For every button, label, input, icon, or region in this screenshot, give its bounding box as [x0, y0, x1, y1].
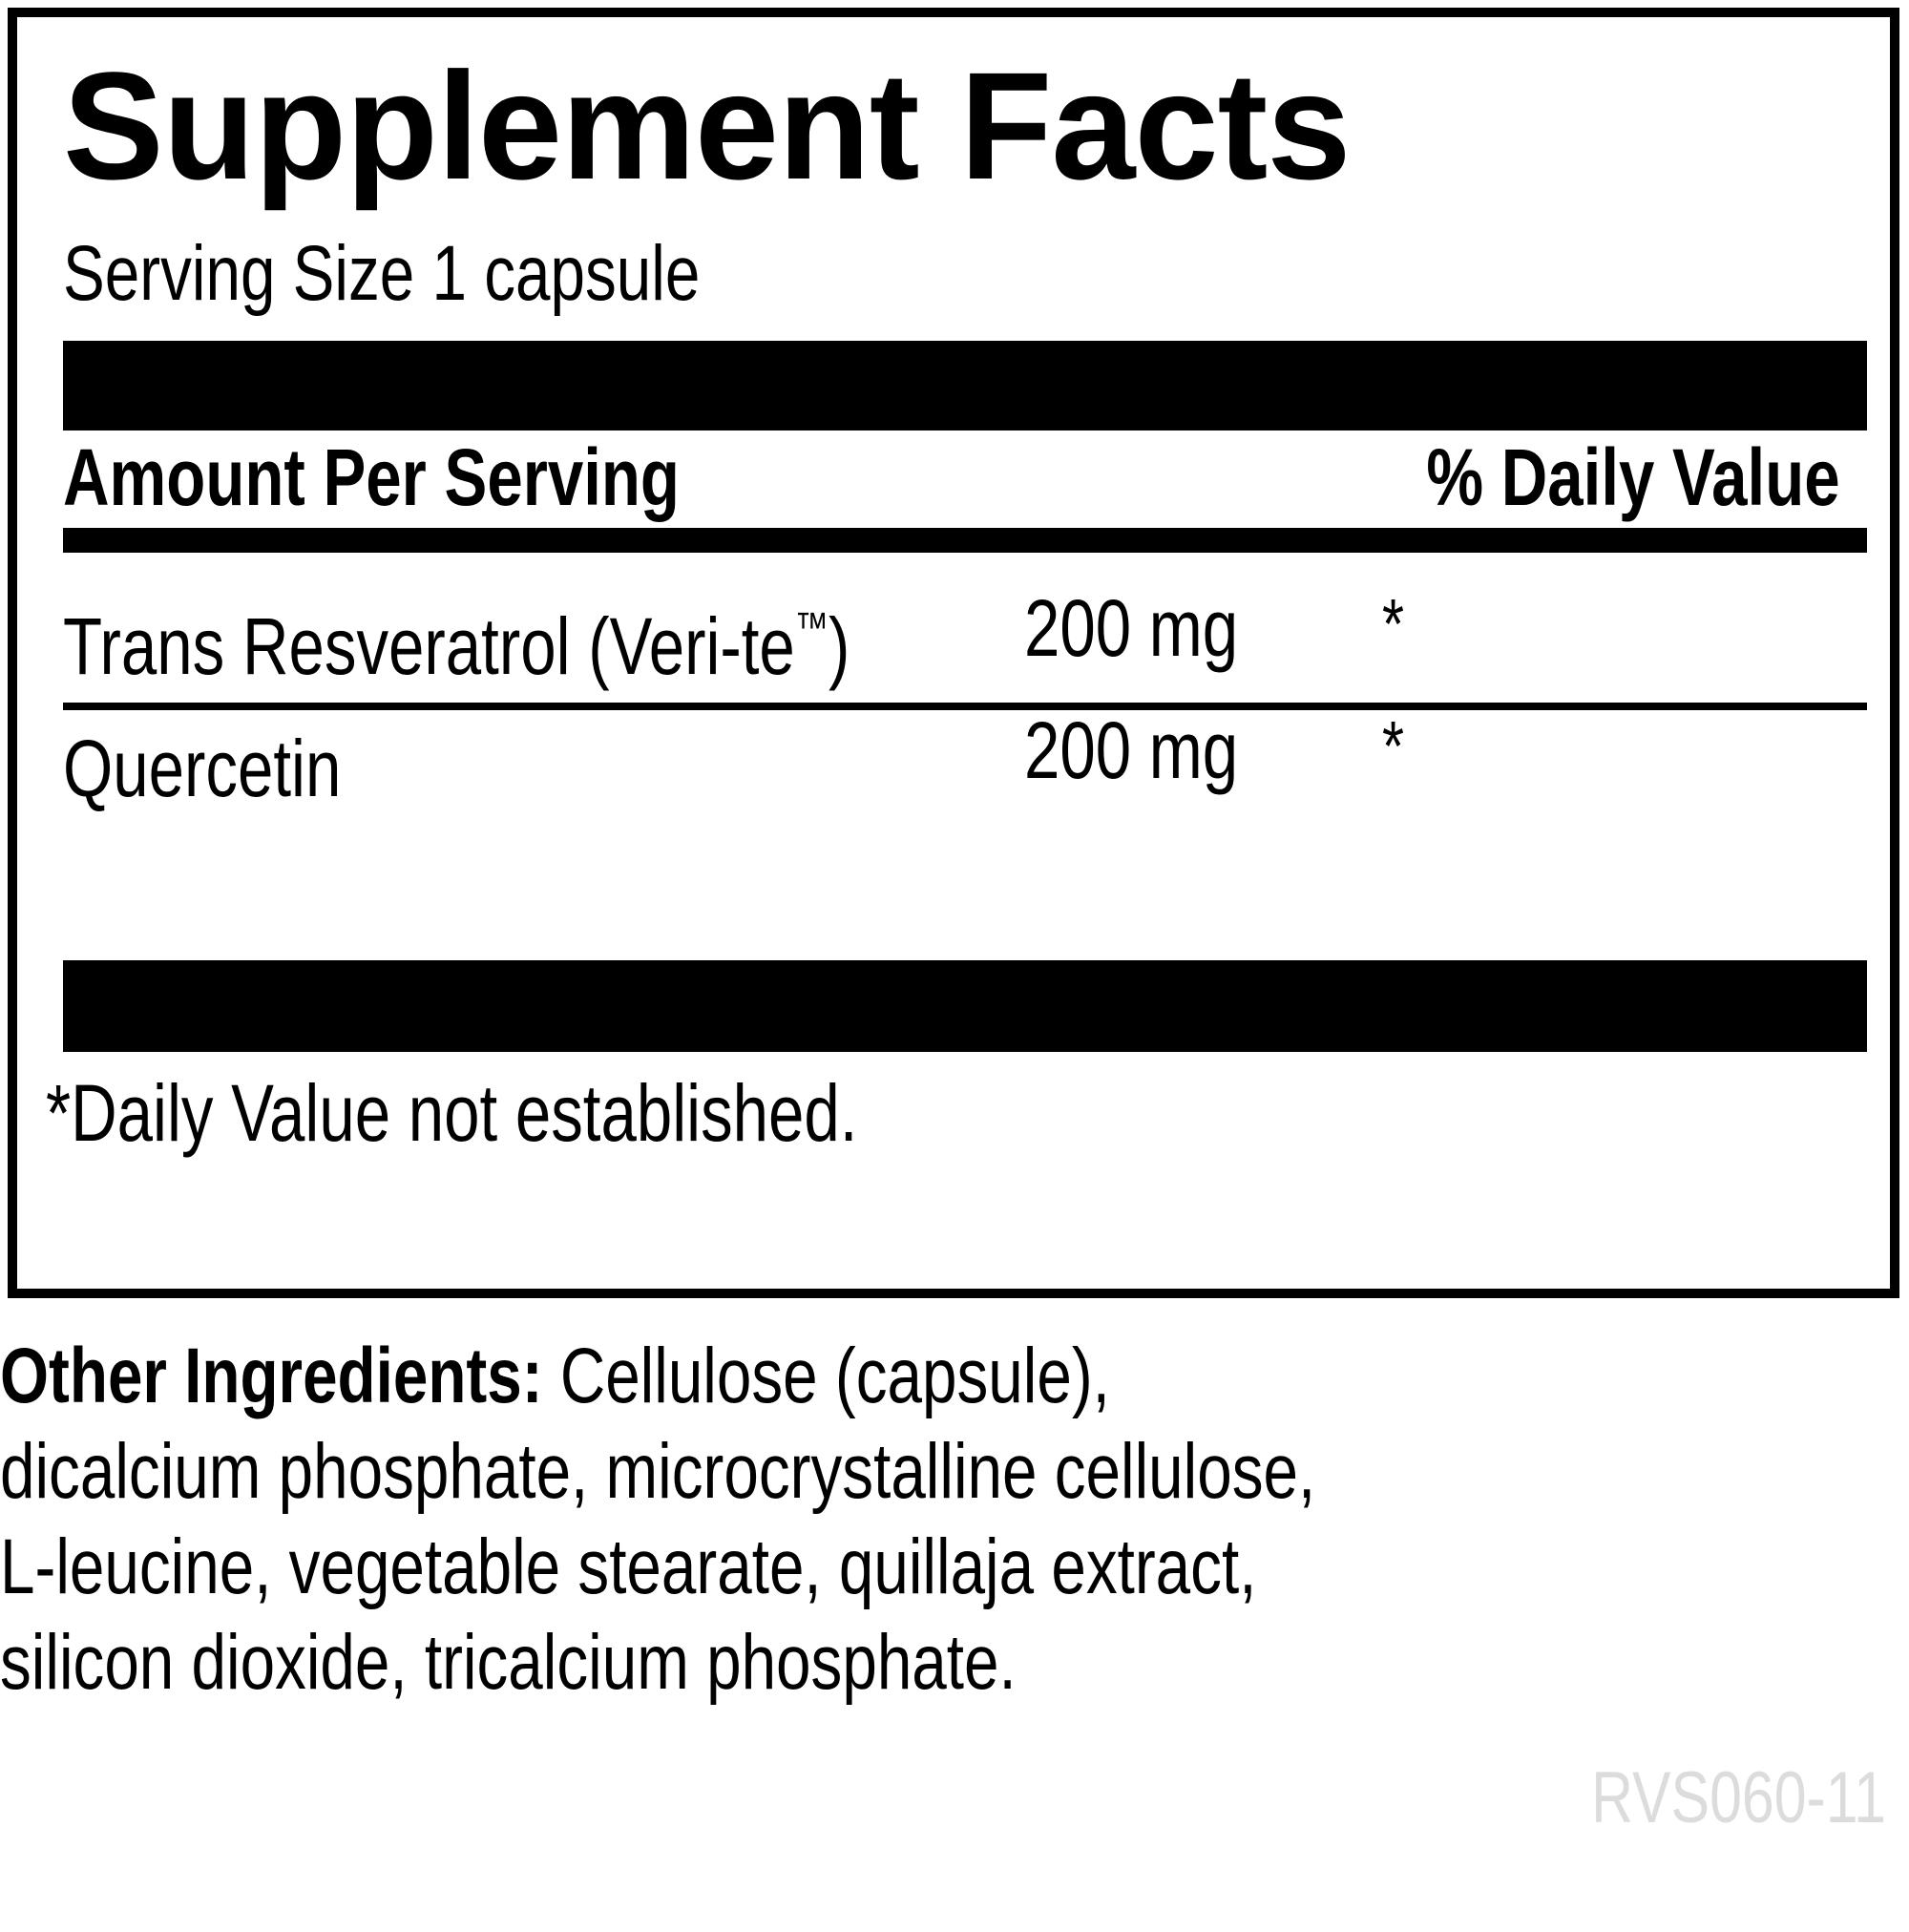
other-ingredients-line-3: L-leucine, vegetable stearate, quillaja … — [0, 1523, 1257, 1610]
serving-size-text: Serving Size 1 capsule — [63, 230, 701, 317]
thin-rule-between-rows — [63, 703, 1867, 710]
nutrient-name: Quercetin — [63, 710, 341, 808]
column-header-row: Amount Per Serving % Daily Value — [17, 437, 1890, 523]
thick-rule-under-header — [63, 528, 1867, 553]
daily-value-footnote: *Daily Value not established. — [46, 1068, 858, 1158]
amount-per-serving-label: Amount Per Serving — [63, 432, 680, 522]
supplement-facts-panel: Supplement Facts Serving Size 1 capsule … — [8, 8, 1899, 1298]
other-ingredients-heading: Other Ingredients: — [0, 1333, 543, 1419]
table-row: Trans Resveratrol (Veri-te™) 200 mg * — [17, 583, 1890, 703]
other-ingredients-line-2: dicalcium phosphate, microcrystalline ce… — [0, 1428, 1316, 1515]
nutrient-daily-value: * — [1382, 706, 1405, 786]
other-ingredients-block: Other Ingredients: Cellulose (capsule), … — [0, 1329, 1623, 1711]
other-ingredients-line-1-text: Cellulose (capsule), — [542, 1333, 1110, 1419]
nutrient-name-text: Trans Resveratrol (Veri-te — [63, 601, 795, 691]
nutrient-name-text: Quercetin — [63, 724, 342, 813]
page-title: Supplement Facts — [63, 40, 1351, 211]
thick-rule-top — [63, 341, 1867, 430]
thick-rule-bottom — [63, 960, 1867, 1052]
nutrient-amount: 200 mg — [1024, 583, 1239, 673]
daily-value-label: % Daily Value — [1426, 432, 1840, 522]
nutrient-name-tail: ) — [829, 601, 850, 691]
product-code: RVS060-11 — [1591, 1757, 1886, 1838]
other-ingredients-line-4: silicon dioxide, tricalcium phosphate. — [0, 1619, 1017, 1706]
trademark-symbol: ™ — [794, 604, 829, 651]
nutrient-name: Trans Resveratrol (Veri-te™) — [63, 588, 850, 686]
nutrient-amount: 200 mg — [1024, 705, 1239, 795]
table-row: Quercetin 200 mg * — [17, 705, 1890, 825]
other-ingredients-line-1: Other Ingredients: Cellulose (capsule), — [0, 1329, 1298, 1424]
nutrient-daily-value: * — [1382, 584, 1405, 663]
